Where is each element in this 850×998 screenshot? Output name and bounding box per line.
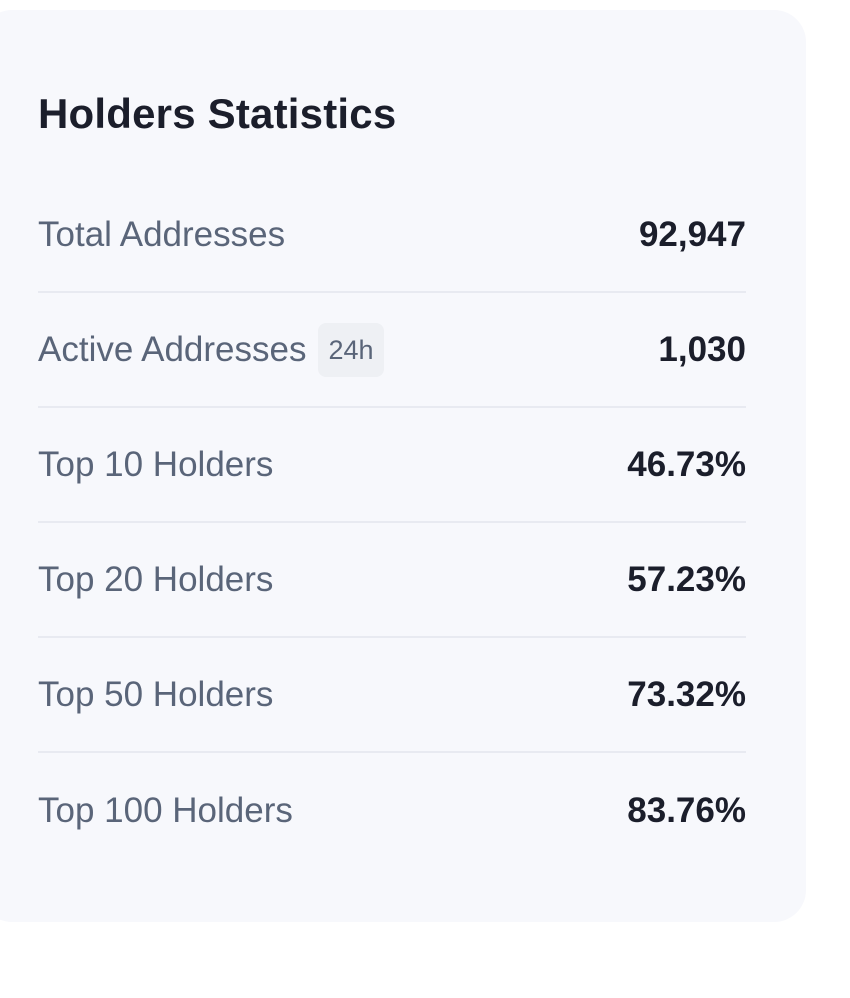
- stat-label-group: Active Addresses 24h: [38, 322, 384, 377]
- stat-label: Top 20 Holders: [38, 559, 274, 599]
- stat-label: Top 100 Holders: [38, 790, 293, 830]
- stat-value: 46.73%: [627, 444, 746, 484]
- stat-label: Top 50 Holders: [38, 674, 274, 714]
- stat-value: 83.76%: [627, 790, 746, 830]
- stat-row-active-addresses: Active Addresses 24h 1,030: [38, 293, 746, 408]
- stat-label: Total Addresses: [38, 214, 286, 254]
- stat-label: Top 10 Holders: [38, 444, 274, 484]
- card-title: Holders Statistics: [38, 90, 397, 137]
- stat-value: 73.32%: [627, 674, 746, 714]
- stat-row-top-100-holders: Top 100 Holders 83.76%: [38, 753, 746, 868]
- holders-statistics-card: Holders Statistics Total Addresses 92,94…: [0, 10, 806, 922]
- stat-value: 57.23%: [627, 559, 746, 599]
- stat-row-top-50-holders: Top 50 Holders 73.32%: [38, 638, 746, 753]
- stat-value: 1,030: [658, 329, 746, 369]
- stat-row-top-10-holders: Top 10 Holders 46.73%: [38, 408, 746, 523]
- stat-row-total-addresses: Total Addresses 92,947: [38, 178, 746, 293]
- timeframe-badge: 24h: [318, 322, 384, 377]
- stat-row-top-20-holders: Top 20 Holders 57.23%: [38, 523, 746, 638]
- stat-label: Active Addresses: [38, 329, 307, 369]
- stat-value: 92,947: [638, 214, 746, 254]
- stats-list: Total Addresses 92,947 Active Addresses …: [38, 178, 746, 868]
